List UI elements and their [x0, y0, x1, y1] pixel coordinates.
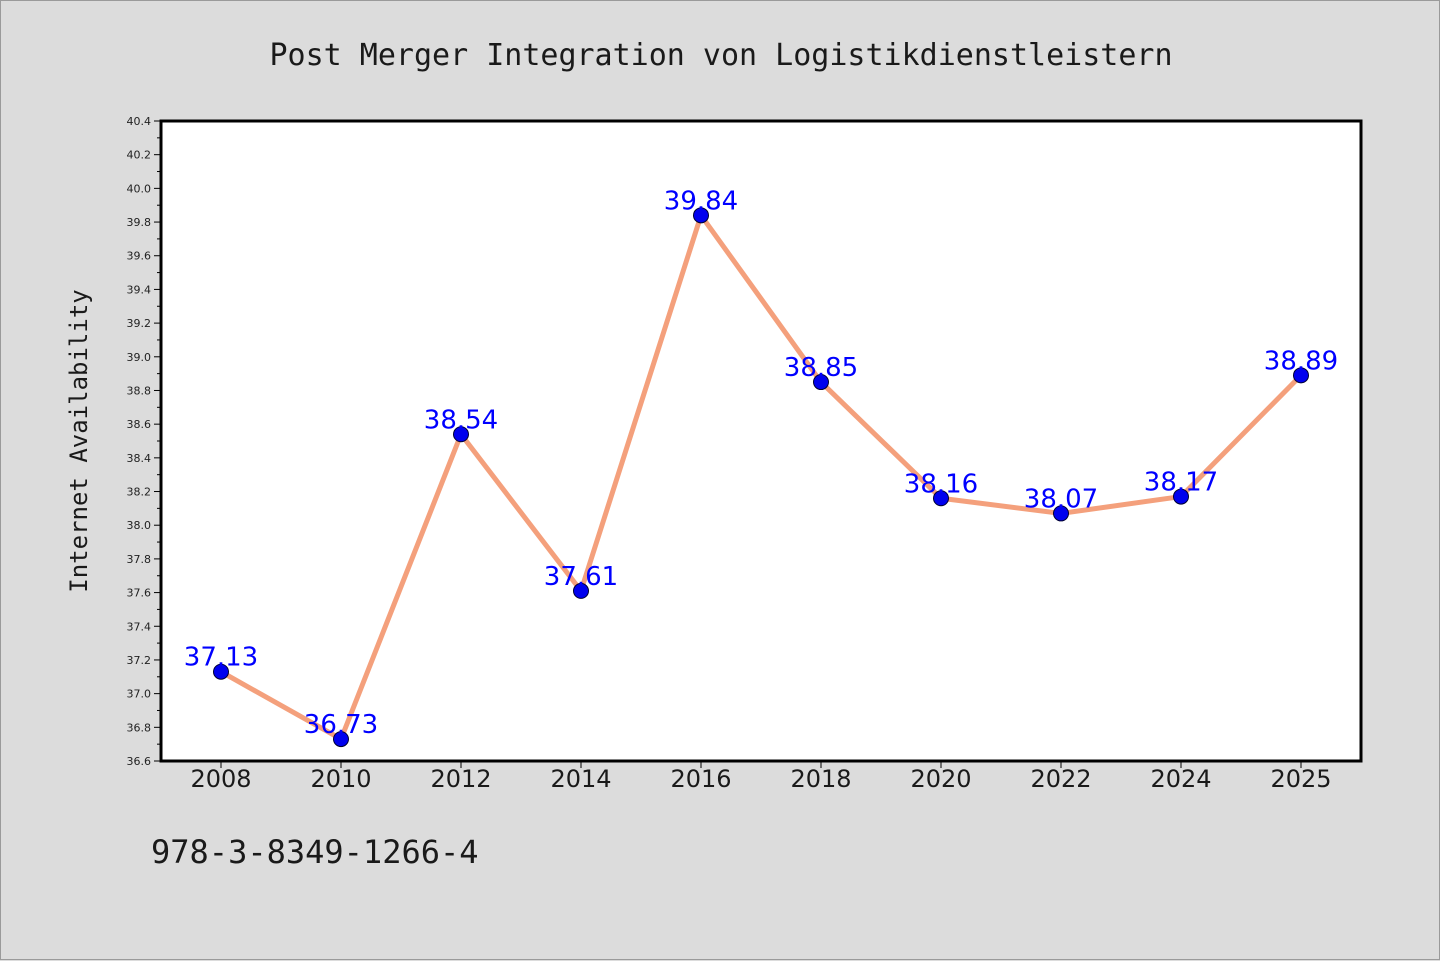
x-tick-label: 2022	[1030, 765, 1091, 793]
data-point	[333, 731, 349, 748]
y-tick-label: 40.0	[127, 182, 152, 195]
x-tick-label: 2024	[1150, 765, 1211, 793]
data-point	[693, 207, 709, 224]
x-tick-label: 2025	[1270, 765, 1331, 793]
y-tick-label: 40.2	[127, 149, 152, 162]
axis-ticks: 36.6 36.8 37.0 37.2 37.4 37.6 37.8 38.0 38.2 38.4…	[127, 115, 1332, 793]
data-point	[573, 582, 589, 599]
y-tick-label: 40.4	[127, 115, 152, 128]
data-labels: 37.13 36.73 38.54 37.61 39.84 38.85 38.16 38.07…	[184, 186, 1338, 740]
data-label: 38.16	[904, 469, 978, 499]
x-tick-label: 2008	[190, 765, 251, 793]
y-tick-label: 37.0	[127, 688, 152, 701]
data-point	[933, 490, 949, 507]
chart-title: Post Merger Integration von Logistikdien…	[269, 38, 1172, 73]
y-tick-label: 36.6	[127, 755, 152, 768]
data-point	[453, 426, 469, 443]
y-tick-label: 37.6	[127, 587, 152, 600]
y-tick-label: 39.6	[127, 250, 152, 263]
y-tick-label: 37.2	[127, 654, 152, 667]
y-tick-label: 38.8	[127, 384, 152, 397]
data-point	[1053, 505, 1069, 522]
y-tick-label: 37.4	[127, 620, 152, 633]
x-tick-label: 2010	[310, 765, 371, 793]
x-tick-label: 2018	[790, 765, 851, 793]
data-label: 36.73	[304, 710, 378, 740]
data-label: 38.89	[1264, 346, 1338, 376]
series-layer	[213, 207, 1309, 748]
y-tick-label: 37.8	[127, 553, 152, 566]
data-label: 38.85	[784, 353, 858, 383]
y-tick-label: 36.8	[127, 721, 152, 734]
data-point	[1173, 488, 1189, 505]
data-point	[813, 374, 829, 391]
data-point	[1293, 367, 1309, 384]
y-tick-label: 39.8	[127, 216, 152, 229]
x-tick-label: 2012	[430, 765, 491, 793]
isbn-caption: 978-3-8349-1266-4	[151, 833, 479, 871]
y-tick-label: 39.0	[127, 351, 152, 364]
x-tick-label: 2016	[670, 765, 731, 793]
x-tick-label: 2014	[550, 765, 611, 793]
y-tick-label: 38.4	[127, 452, 152, 465]
y-tick-label: 38.6	[127, 418, 152, 431]
y-tick-label: 39.4	[127, 283, 152, 296]
y-tick-label: 38.0	[127, 519, 152, 532]
data-label: 38.17	[1144, 468, 1218, 498]
data-label: 37.61	[544, 562, 618, 592]
y-axis-label: Internet Availability	[65, 289, 93, 592]
y-tick-label: 38.2	[127, 486, 152, 499]
data-label: 39.84	[664, 186, 738, 216]
data-point	[213, 663, 229, 680]
plot-area	[159, 119, 1363, 763]
y-tick-label: 39.2	[127, 317, 152, 330]
data-label: 38.07	[1024, 484, 1098, 514]
series-line	[218, 212, 1304, 742]
data-label: 38.54	[424, 405, 498, 435]
x-tick-label: 2020	[910, 765, 971, 793]
data-label: 37.13	[184, 643, 258, 673]
